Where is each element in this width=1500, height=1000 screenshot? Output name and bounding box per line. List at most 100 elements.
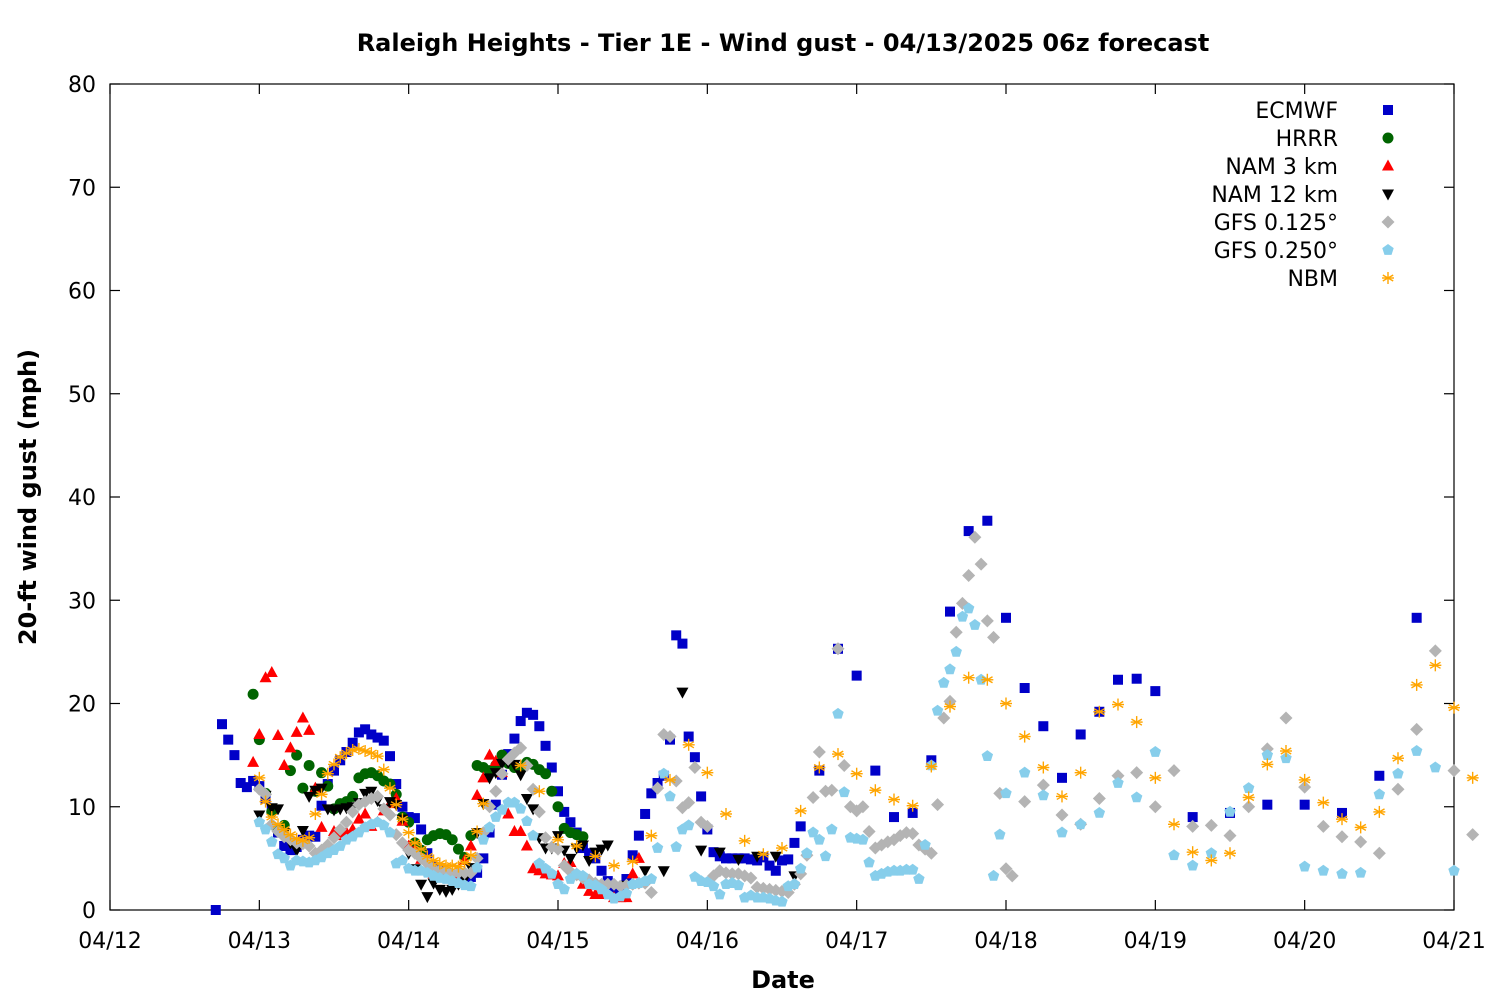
point-gfs-0-250 [1093,806,1106,818]
point-ecmwf [366,729,377,740]
star-stroke [328,760,340,769]
point-hrrr [247,688,259,700]
data-points [210,515,1480,915]
point-gfs-0-250 [396,854,409,866]
point-gfs-0-250 [514,802,527,814]
point-nam-3-km [303,723,316,735]
star-stroke [1373,808,1385,816]
star-stroke [459,858,471,867]
point-nbm [390,798,403,811]
point-ecmwf [546,762,557,773]
point-nbm [1149,771,1162,784]
point-nam-12-km [576,840,589,852]
point-gfs-0-250 [794,862,807,874]
point-ecmwf [347,737,358,748]
point-ecmwf [789,837,800,848]
star-stroke [963,674,975,682]
point-gfs-0-250 [956,610,969,622]
point-hrrr [540,768,552,780]
point-gfs-0-125 [1204,818,1218,832]
point-nam-12-km [769,851,782,863]
point-nam-12-km [421,892,434,904]
star-stroke [278,825,290,834]
point-nbm [1373,805,1386,818]
point-gfs-0-125 [489,784,503,798]
point-nbm [626,855,639,868]
star-stroke [1243,793,1255,802]
star-stroke [1280,747,1292,755]
point-nam-3-km [626,867,639,879]
point-nbm [334,751,347,764]
point-nbm [371,750,384,763]
point-gfs-0-250 [546,867,558,879]
point-gfs-0-125 [333,822,347,836]
star-stroke [1382,274,1394,282]
legend-label-gfs-0-250: GFS 0.250° [1214,239,1338,264]
star-stroke [1299,776,1311,784]
point-gfs-0-250 [1336,867,1348,879]
star-stroke [353,745,365,753]
point-gfs-0-250 [1317,864,1330,876]
x-tick-label: 04/21 [1422,929,1485,954]
point-ecmwf [963,526,974,537]
point-gfs-0-125 [526,782,540,796]
point-nbm [427,854,440,867]
point-gfs-0-250 [857,833,869,845]
axis-ticks: 0 10 20 30 40 50 60 70 80 04/12 04/13 04/14 04/15 04/… [68,73,1486,954]
point-nbm [303,831,316,844]
star-stroke [403,828,415,837]
star-stroke [1000,699,1012,708]
star-stroke [888,795,900,804]
point-gfs-0-125 [688,761,702,775]
point-nbm [738,834,751,847]
star-stroke [1336,815,1348,823]
point-gfs-0-250 [1056,826,1068,838]
point-nbm [776,842,788,855]
point-ecmwf [378,735,389,746]
y-tick-label: 30 [68,589,96,614]
point-gfs-0-250 [714,888,726,900]
point-gfs-0-250 [1205,847,1218,859]
star-stroke [322,770,334,778]
point-ecmwf [279,840,290,851]
star-stroke [981,676,993,684]
point-nbm [514,759,527,772]
point-gfs-0-250 [819,850,832,862]
star-stroke [683,741,695,749]
star-stroke [1037,763,1049,772]
point-nam-3-km [284,741,297,753]
point-hrrr [546,785,558,797]
star-stroke [571,842,583,850]
point-nbm [1410,678,1423,691]
point-nam-12-km [415,879,428,891]
star-stroke [303,834,315,842]
point-nam-12-km [290,845,303,857]
star-stroke [1467,774,1479,782]
point-ecmwf [528,709,539,720]
point-gfs-0-250 [1224,805,1236,817]
point-gfs-0-125 [968,530,982,544]
legend-label-ecmwf: ECMWF [1255,99,1338,124]
point-gfs-0-250 [913,873,925,884]
point-nam-3-km [477,771,490,783]
point-gfs-0-250 [969,619,981,630]
star-stroke [428,856,440,865]
point-nam-12-km [303,791,316,803]
point-nbm [664,773,676,786]
point-gfs-0-250 [378,819,390,831]
star-stroke [272,820,284,828]
point-nam-3-km [278,758,291,770]
star-stroke [1224,849,1236,857]
point-ecmwf [310,831,321,842]
point-ecmwf [1299,799,1310,810]
point-ecmwf [360,724,371,735]
point-nbm [464,849,477,862]
point-nbm [813,761,826,774]
legend-label-nbm: NBM [1287,267,1338,292]
point-nam-12-km [595,844,608,856]
point-nbm [552,833,564,846]
point-ecmwf [677,638,688,649]
legend-marker-ecmwf [1383,105,1393,115]
y-tick-label: 50 [68,383,96,408]
point-gfs-0-125 [831,642,845,656]
